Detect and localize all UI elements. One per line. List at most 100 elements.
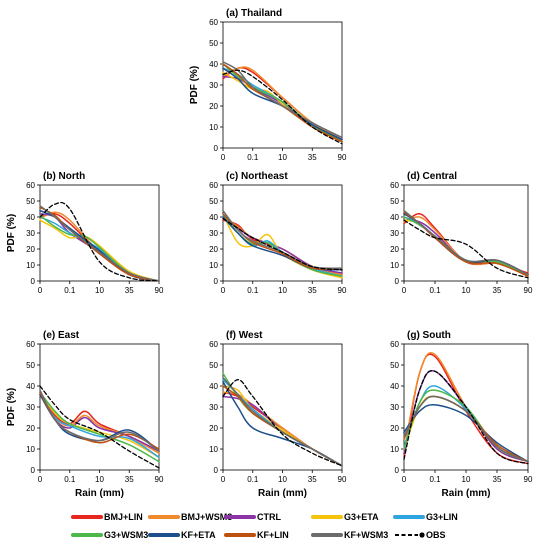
series-line-kf-wsm3 [39,205,160,282]
y-tick-label: 20 [209,102,218,111]
y-tick-label: 50 [390,197,399,206]
series-line-g3-lin [39,393,160,459]
series-line-g3-lin [39,216,160,282]
y-tick-label: 10 [390,261,399,270]
x-tick-label: 0 [402,286,407,295]
y-tick-label: 30 [209,403,218,412]
y-axis-label: PDF (%) [189,66,200,104]
series-line-kf-eta [403,404,529,463]
legend-label: BMJ+LIN [104,512,143,522]
y-tick-label: 20 [209,245,218,254]
y-tick-label: 0 [395,277,400,286]
y-tick-label: 40 [390,382,399,391]
legend-label: G3+WSM3 [104,530,148,540]
panel-title: (b) North [43,171,85,182]
y-tick-label: 60 [390,181,399,190]
legend-item-g3-eta: G3+ETA [311,512,379,522]
legend-label: KF+LIN [257,530,289,540]
legend-label: KF+ETA [181,530,216,540]
legend-item-bmj-lin: BMJ+LIN [71,512,143,522]
y-tick-label: 30 [26,229,35,238]
legend: BMJ+LIN BMJ+WSM3 CTRL G3+ETA G3+LIN G3+WSM3 KF… [71,512,458,540]
panel-a-thailand: 0 10 20 30 40 50 60 0 0.1 10 35 90 (a) Thailand PDF (… [189,8,347,162]
panel-title: (e) East [43,330,80,341]
y-tick-label: 40 [26,213,35,222]
x-tick-label: 10 [278,286,287,295]
series-line-kf-wsm3 [403,209,529,276]
legend-label: BMJ+WSM3 [181,512,232,522]
x-tick-label: 35 [493,286,502,295]
y-tick-label: 0 [214,466,219,475]
series-line-g3-eta [39,391,160,459]
legend-label: OBS [426,530,446,540]
x-tick-label: 90 [338,475,347,484]
series-line-g3-wsm3 [222,372,343,467]
panel-title: (f) West [226,330,263,341]
y-tick-label: 50 [209,197,218,206]
legend-label: G3+LIN [426,512,458,522]
y-tick-label: 20 [390,245,399,254]
series-line-kf-wsm3 [222,209,343,270]
x-tick-label: 0.1 [247,475,259,484]
series-line-obs [222,69,343,145]
y-tick-label: 20 [209,424,218,433]
x-tick-label: 0 [402,475,407,484]
series-line-kf-wsm3 [403,395,529,463]
x-tick-label: 10 [462,475,471,484]
series-line-kf-wsm3 [222,376,343,467]
legend-item-kf-lin: KF+LIN [224,530,289,540]
legend-item-kf-wsm3: KF+WSM3 [311,530,388,540]
series-line-kf-lin [222,213,343,271]
panel-title: (c) Northeast [226,171,288,182]
x-tick-label: 0.1 [429,475,441,484]
plot-frame [39,184,160,282]
series-line-obs [39,385,160,469]
series-line-obs [222,379,343,467]
x-tick-label: 90 [338,286,347,295]
x-tick-label: 0.1 [429,286,441,295]
x-tick-label: 90 [338,153,347,162]
y-tick-label: 0 [31,277,36,286]
y-tick-label: 10 [26,261,35,270]
y-tick-label: 60 [26,181,35,190]
y-tick-label: 10 [26,445,35,454]
series-line-obs [222,217,343,271]
y-axis-label: PDF (%) [6,388,17,426]
x-tick-label: 10 [95,475,104,484]
legend-item-kf-eta: KF+ETA [148,530,216,540]
x-tick-label: 35 [308,475,317,484]
panel-b-north: 0 10 20 30 40 50 60 0 0.1 10 35 90 (b) North PDF (%) [6,171,164,295]
y-tick-label: 50 [209,361,218,370]
y-axis-label: PDF (%) [6,214,17,252]
series-line-kf-eta [222,216,343,271]
y-tick-label: 10 [209,261,218,270]
y-tick-label: 40 [26,382,35,391]
series-line-g3-wsm3 [39,391,160,463]
x-axis-label: Rain (mm) [442,488,491,499]
x-tick-label: 0 [221,475,226,484]
series-line-kf-wsm3 [39,389,160,452]
x-axis-label: Rain (mm) [258,488,307,499]
y-tick-label: 10 [390,445,399,454]
y-tick-label: 30 [390,403,399,412]
x-tick-label: 35 [125,286,134,295]
y-tick-label: 30 [209,81,218,90]
series-line-kf-eta [222,67,343,141]
panel-d-central: 0 10 20 30 40 50 60 0 0.1 10 35 90 (d) Central [390,171,533,295]
x-tick-label: 0 [221,286,226,295]
x-tick-label: 90 [155,475,164,484]
y-tick-label: 30 [26,403,35,412]
y-tick-label: 0 [214,144,219,153]
x-tick-label: 0.1 [247,286,259,295]
x-tick-label: 90 [524,286,533,295]
y-tick-label: 20 [26,245,35,254]
x-tick-label: 0.1 [247,153,259,162]
x-tick-label: 35 [308,153,317,162]
y-tick-label: 30 [209,229,218,238]
y-tick-label: 10 [209,445,218,454]
x-tick-label: 35 [493,475,502,484]
legend-label: CTRL [257,512,281,522]
x-tick-label: 10 [95,286,104,295]
y-tick-label: 0 [214,277,219,286]
panel-title: (d) Central [407,171,457,182]
